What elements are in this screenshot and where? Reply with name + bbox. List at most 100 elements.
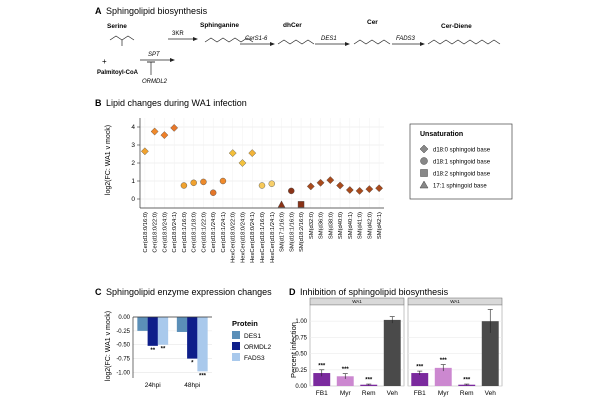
data-point-circle [219,177,227,185]
dhcer-structure [277,39,315,45]
x-tick-label: SM(d17:1/16:0) [280,212,286,252]
des1-label: DES1 [321,36,337,42]
bar-ormdl2 [147,317,158,346]
x-tick-label: Cer(d18:1/22:0) [201,212,207,253]
data-point-circle [180,182,188,189]
x-tick-label: Veh [485,390,497,397]
legend-square-icon [420,169,428,177]
bar-ormdl2 [187,317,198,359]
panel-d-title: Inhibition of sphingolipid biosynthesis [300,287,449,297]
x-tick-label: Myr [438,390,450,397]
y-tick-label: 0.25 [295,368,307,374]
cers-label: CerS1-6 [245,36,268,42]
panel-b: B Lipid changes during WA1 infection log… [95,98,513,263]
data-point-diamond [160,131,169,139]
des1-arrowhead [345,42,350,46]
legend-label-ormdl2: ORMDL2 [244,344,271,351]
panel-c-plot: 0.00-0.25-0.50-0.75-1.00** **24hpi****48h… [116,315,212,389]
x-tick-label: 24hpi [145,382,161,389]
data-point-triangle [277,200,286,208]
x-tick-label: 48hpi [184,382,200,389]
panel-d-letter: D [289,287,296,297]
significance-label: *** [199,373,207,379]
x-tick-label: FB1 [414,390,426,397]
significance-label: *** [416,365,424,371]
dhcer-label: dhCer [283,22,302,29]
sphinganine-structure [204,37,254,43]
significance-label: *** [440,358,448,364]
x-tick-label: SM(d38:0) [328,212,334,239]
x-tick-label: Rem [362,390,376,397]
data-point-diamond [228,149,237,157]
bar-myr [336,376,354,386]
x-tick-label: SM(d41:0) [358,212,364,239]
cer-structure [353,39,391,45]
legend-diamond-icon [419,144,429,154]
x-tick-label: HexCer(d18:0/22:0) [231,212,237,263]
significance-label: *** [463,378,471,384]
data-point-diamond [326,176,335,184]
panel-b-ylabel: log2(FC: WA1 v mock) [105,125,112,195]
y-tick-label: -1.00 [116,370,130,376]
bar-fads3 [157,317,169,345]
cer-label: Cer [367,19,378,26]
data-point-diamond [150,127,159,136]
legend-swatch-fads3 [232,353,240,361]
x-tick-label: SM(d18:1/16:0) [289,212,295,252]
bar-myr [434,367,452,386]
significance-label: *** [365,378,373,384]
data-point-circle [209,189,217,196]
x-tick-label: Cer(d18:1/18:0) [192,212,198,253]
significance-label: *** [342,367,350,373]
x-tick-label: Cer(d18:0/24:0) [162,212,168,253]
legend-item-17-1: 17:1 sphingoid base [433,184,487,190]
x-tick-label: SM(d40:0) [338,212,344,239]
x-tick-label: SM(d36:0) [319,212,325,239]
threekr-arrowhead [193,37,198,41]
cers-arrowhead [270,42,275,46]
protein-legend-title: Protein [232,319,258,328]
x-tick-label: SM(d42:1) [377,212,383,239]
y-tick-label: 0.75 [295,335,307,341]
significance-label: * [191,361,194,367]
ormdl2-label: ORMDL2 [142,79,168,85]
data-point-circle [268,180,275,187]
x-tick-label: Cer(d18:1/16:0) [182,212,188,253]
threekr-label: 3KR [172,31,184,37]
legend-title: Unsaturation [420,131,463,138]
legend-item-d18-0: d18:0 sphingoid base [433,148,491,154]
x-tick-label: Cer(d18:1/24:1) [221,212,227,253]
data-point-diamond [355,187,364,195]
data-point-diamond [375,184,384,193]
y-tick-label: 1 [131,178,135,185]
y-tick-label: -0.50 [116,343,130,349]
legend-swatch-des1 [232,331,240,339]
panel-a-title: Sphingolipid biosynthesis [106,6,208,16]
x-tick-label: SM(d32:0) [309,212,315,239]
fads3-arrowhead [420,42,425,46]
facet-strip-label: WA1 [352,299,362,304]
x-tick-label: HexCer(d18:1/16:0) [260,212,266,263]
panel-b-letter: B [95,98,102,108]
panel-a-letter: A [95,6,102,16]
x-tick-label: Cer(d18:0/24:1) [172,212,178,253]
data-point-diamond [365,185,374,193]
panel-c-ylabel: log2(FC: WA1 v mock) [105,311,112,381]
facet-strip-label: WA1 [450,299,460,304]
significance-label: ** [161,347,166,353]
bar-fb1 [411,373,429,386]
panel-b-legend: Unsaturation d18:0 sphingoid base d18:1 … [409,123,513,200]
x-tick-label: SM(d42:0) [367,212,373,239]
legend-swatch-ormdl2 [232,342,240,350]
serine-label: Serine [107,23,127,30]
panel-d: D Inhibition of sphingolipid biosynthesi… [289,287,503,397]
data-point-diamond [345,186,354,194]
significance-label: *** [318,363,326,369]
data-point-circle [288,187,295,195]
spt-label: SPT [148,52,161,58]
legend-item-d18-2: d18:2 sphingoid base [433,172,491,178]
y-tick-label: 1.00 [295,319,307,325]
data-point-diamond [170,124,179,132]
y-tick-label: -0.25 [116,329,130,335]
